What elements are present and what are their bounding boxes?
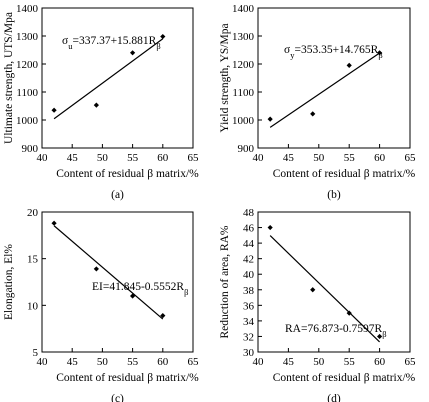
chart-panel: 40 45 50 55 60 65 900 1000 1100 1200 1300 1400 Conte… [3, 3, 199, 201]
x-tick-label: 60 [157, 152, 169, 164]
data-point [93, 102, 99, 108]
data-point [160, 33, 166, 40]
y-tick-label: 32 [243, 331, 254, 343]
regression-equation: EI=41.845-0.5552Rβ [92, 281, 188, 297]
y-tick-label: 36 [243, 300, 255, 312]
x-tick-label: 40 [37, 152, 49, 164]
y-tick-label: 1100 [232, 87, 254, 99]
y-tick-label: 30 [243, 347, 255, 359]
data-point [93, 266, 99, 272]
y-tick-label: 46 [243, 223, 255, 235]
regression-equation: RA=76.873-0.7597Rβ [285, 323, 387, 339]
x-tick-label: 60 [157, 356, 169, 368]
x-tick-label: 55 [127, 152, 139, 164]
x-tick-label: 50 [97, 152, 109, 164]
y-tick-label: 42 [243, 254, 254, 266]
y-tick-label: 44 [243, 238, 255, 250]
y-tick-label: 1200 [16, 59, 39, 71]
x-tick-label: 45 [67, 152, 79, 164]
data-point [130, 293, 136, 299]
data-point [377, 50, 383, 56]
fit-line [53, 38, 164, 120]
data-point [160, 313, 166, 319]
y-tick-label: 40 [243, 269, 255, 281]
plot-frame [41, 211, 194, 353]
x-axis-label: Content of residual β matrix/% [273, 372, 416, 384]
data-point [130, 50, 136, 56]
x-tick-label: 40 [253, 152, 265, 164]
x-tick-label: 55 [344, 152, 356, 164]
y-tick-label: 5 [33, 347, 39, 359]
y-tick-label: 10 [27, 300, 39, 312]
data-point [346, 310, 352, 316]
x-axis-label: Content of residual β matrix/% [56, 372, 199, 384]
data-point [310, 287, 316, 293]
y-axis-label: Reduction of area, RA% [219, 225, 231, 338]
regression-equation: σu=337.37+15.881Rβ [62, 35, 161, 51]
y-tick-label: 1400 [232, 3, 255, 15]
data-point [267, 116, 273, 122]
plot-frame [257, 7, 411, 149]
x-tick-label: 50 [313, 356, 325, 368]
y-axis-label: Ultimate strength, UTS/Mpa [3, 12, 15, 144]
y-tick-label: 1200 [232, 59, 255, 71]
data-point [310, 111, 316, 117]
y-tick-label: 48 [243, 207, 255, 219]
panel-label: (d) [327, 393, 341, 402]
y-tick-label: 1400 [16, 3, 39, 15]
panel-label: (a) [111, 189, 124, 201]
y-tick-label: 20 [27, 207, 39, 219]
x-tick-label: 45 [67, 356, 79, 368]
fit-line [269, 235, 381, 343]
x-tick-label: 60 [374, 356, 386, 368]
chart-panel: 40 45 50 55 60 65 30 32 34 36 38 40 42 44 46 48 Content … [219, 207, 416, 402]
chart-panel: 40 45 50 55 60 65 5 10 15 20 Content of residual β… [3, 207, 199, 402]
y-axis-label: Yield strength, YS/Mpa [219, 23, 231, 132]
y-tick-label: 15 [27, 254, 39, 266]
y-tick-label: 38 [243, 285, 255, 297]
x-tick-label: 50 [313, 152, 325, 164]
panel-label: (c) [111, 393, 124, 402]
x-tick-label: 60 [374, 152, 386, 164]
panel-label: (b) [327, 189, 341, 201]
fit-line [53, 225, 164, 320]
x-tick-label: 65 [405, 356, 417, 368]
data-point [267, 224, 273, 231]
x-tick-label: 40 [37, 356, 49, 368]
x-axis-label: Content of residual β matrix/% [273, 168, 416, 180]
x-tick-label: 45 [283, 152, 295, 164]
plot-frame [41, 7, 194, 149]
regression-equation: σy=353.35+14.765Rβ [284, 44, 383, 60]
y-tick-label: 1300 [232, 31, 255, 43]
plot-frame [257, 211, 411, 353]
x-tick-label: 50 [97, 356, 109, 368]
x-tick-label: 40 [253, 356, 265, 368]
y-tick-label: 1000 [16, 115, 39, 127]
x-axis-label: Content of residual β matrix/% [56, 168, 199, 180]
x-tick-label: 55 [127, 356, 139, 368]
y-tick-label: 1100 [16, 87, 38, 99]
y-tick-label: 1300 [16, 31, 39, 43]
data-point [346, 62, 352, 68]
x-tick-label: 45 [283, 356, 295, 368]
x-tick-label: 65 [188, 356, 200, 368]
data-point [51, 220, 57, 226]
chart-panel: 40 45 50 55 60 65 900 1000 1100 1200 1300 1400 Conte… [219, 3, 416, 201]
x-tick-label: 65 [405, 152, 417, 164]
x-tick-label: 55 [344, 356, 356, 368]
fit-line [269, 52, 380, 128]
y-axis-label: Elongation, El% [3, 244, 15, 320]
y-tick-label: 900 [238, 143, 255, 155]
y-tick-label: 1000 [232, 115, 255, 127]
data-point [51, 107, 57, 113]
y-tick-label: 900 [22, 143, 39, 155]
y-tick-label: 34 [243, 316, 255, 328]
data-point [377, 333, 383, 340]
x-tick-label: 65 [188, 152, 200, 164]
